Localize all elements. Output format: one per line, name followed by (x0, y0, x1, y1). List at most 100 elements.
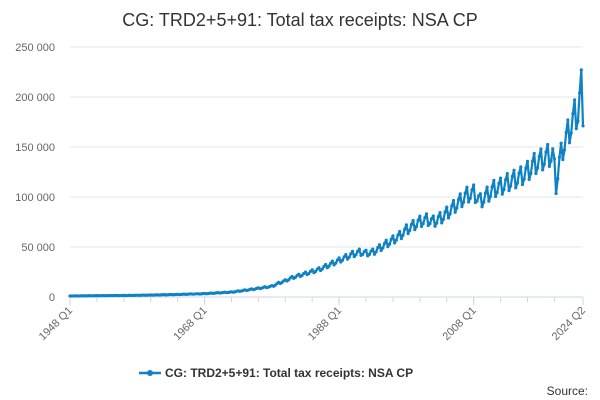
data-point[interactable] (463, 191, 467, 195)
data-point[interactable] (569, 131, 573, 135)
data-point[interactable] (522, 177, 526, 181)
data-point[interactable] (488, 194, 493, 198)
data-point[interactable] (525, 159, 530, 163)
data-point[interactable] (435, 221, 439, 225)
data-point[interactable] (460, 205, 464, 209)
data-point[interactable] (337, 256, 341, 260)
data-point[interactable] (475, 199, 479, 203)
data-point[interactable] (347, 255, 351, 259)
data-point[interactable] (509, 184, 513, 188)
data-point[interactable] (414, 224, 419, 229)
data-point[interactable] (450, 204, 454, 208)
data-point[interactable] (433, 224, 437, 228)
data-point[interactable] (505, 172, 509, 176)
data-point[interactable] (297, 272, 301, 276)
data-point[interactable] (445, 205, 449, 209)
data-point[interactable] (446, 216, 451, 220)
data-point[interactable] (364, 248, 368, 252)
data-point[interactable] (377, 243, 382, 247)
data-point[interactable] (468, 196, 472, 200)
data-point[interactable] (562, 148, 567, 152)
data-point[interactable] (349, 252, 353, 256)
data-point[interactable] (419, 224, 424, 228)
data-point[interactable] (567, 141, 572, 145)
data-point[interactable] (458, 192, 462, 196)
data-point[interactable] (330, 259, 334, 263)
data-point[interactable] (520, 182, 525, 187)
data-point[interactable] (344, 253, 348, 257)
data-point[interactable] (564, 130, 568, 135)
data-point[interactable] (320, 267, 324, 271)
data-point[interactable] (517, 171, 521, 175)
data-point[interactable] (384, 238, 388, 242)
data-point[interactable] (394, 238, 398, 242)
data-point[interactable] (367, 252, 371, 256)
data-point[interactable] (455, 206, 459, 210)
data-point[interactable] (381, 246, 385, 250)
data-point[interactable] (552, 157, 557, 161)
legend[interactable]: CG: TRD2+5+91: Total tax receipts: NSA C… (139, 366, 413, 380)
data-point[interactable] (409, 222, 414, 227)
data-point[interactable] (350, 249, 355, 253)
data-point[interactable] (493, 194, 498, 199)
data-point[interactable] (482, 200, 486, 204)
data-point[interactable] (448, 212, 452, 216)
data-point[interactable] (356, 249, 360, 253)
data-point[interactable] (342, 255, 346, 259)
data-point[interactable] (461, 200, 466, 204)
data-point[interactable] (495, 190, 499, 194)
series-line[interactable] (69, 68, 585, 298)
data-point[interactable] (313, 269, 318, 274)
data-point[interactable] (527, 177, 531, 182)
data-point[interactable] (354, 253, 358, 257)
data-point[interactable] (581, 124, 585, 128)
data-point[interactable] (529, 171, 533, 176)
data-point[interactable] (428, 221, 432, 226)
data-point[interactable] (334, 261, 338, 265)
data-point[interactable] (492, 178, 496, 182)
data-point[interactable] (465, 185, 469, 189)
data-point[interactable] (456, 197, 461, 202)
data-point[interactable] (561, 158, 565, 162)
data-point[interactable] (498, 176, 503, 180)
data-point[interactable] (389, 237, 393, 241)
data-point[interactable] (310, 268, 314, 272)
data-point[interactable] (541, 168, 545, 172)
data-point[interactable] (396, 233, 400, 237)
data-point[interactable] (504, 178, 508, 182)
data-point[interactable] (441, 217, 445, 221)
data-point[interactable] (376, 246, 380, 250)
data-point[interactable] (578, 91, 582, 95)
data-point[interactable] (340, 258, 345, 262)
data-point[interactable] (438, 211, 442, 215)
data-point[interactable] (490, 185, 494, 189)
data-point[interactable] (485, 185, 489, 189)
data-point[interactable] (379, 248, 383, 253)
data-point[interactable] (514, 186, 518, 190)
data-point[interactable] (554, 191, 558, 196)
data-point[interactable] (512, 168, 516, 172)
data-point[interactable] (510, 174, 514, 178)
data-point[interactable] (453, 210, 457, 214)
data-point[interactable] (571, 112, 575, 116)
data-point[interactable] (443, 210, 447, 214)
data-point[interactable] (430, 216, 434, 221)
data-point[interactable] (539, 147, 543, 151)
data-point[interactable] (387, 242, 392, 246)
data-point[interactable] (399, 237, 403, 241)
data-point[interactable] (515, 181, 520, 185)
data-point[interactable] (542, 162, 546, 166)
data-point[interactable] (423, 215, 427, 220)
data-point[interactable] (317, 266, 321, 270)
data-point[interactable] (502, 187, 506, 192)
data-point[interactable] (411, 218, 415, 223)
data-point[interactable] (537, 154, 541, 158)
data-point[interactable] (549, 159, 553, 163)
data-point[interactable] (431, 214, 435, 218)
data-point[interactable] (566, 118, 570, 122)
data-point[interactable] (480, 205, 484, 209)
data-point[interactable] (391, 234, 395, 238)
data-point[interactable] (530, 159, 535, 163)
data-point[interactable] (404, 223, 408, 227)
data-point[interactable] (478, 192, 482, 196)
